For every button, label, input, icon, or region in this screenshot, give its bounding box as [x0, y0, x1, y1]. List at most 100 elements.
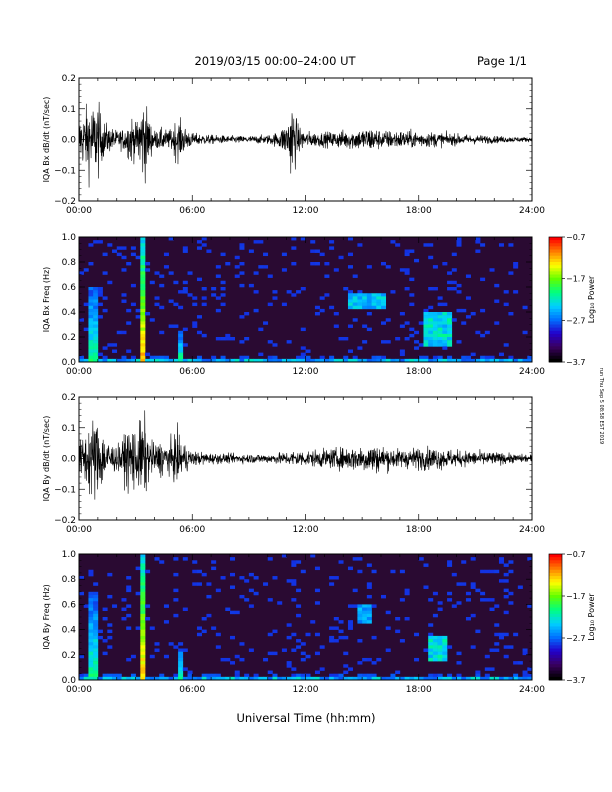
spectrogram-cell: [428, 243, 434, 247]
spectrogram-cell: [489, 667, 495, 671]
spectrogram-cell: [182, 648, 188, 652]
spectrogram-cell: [196, 355, 202, 360]
x-tick-label: 12:00: [293, 206, 319, 216]
spectrogram-cell: [263, 252, 269, 257]
colorbar-segment: [549, 664, 562, 668]
spectrogram-cell: [366, 613, 372, 618]
spectrogram-cell: [376, 305, 382, 310]
spectrogram-cell: [93, 651, 99, 656]
spectrogram-cell: [494, 604, 500, 608]
spectrogram-cell: [234, 670, 240, 674]
spectrogram-cell: [93, 287, 99, 291]
spectrogram-cell: [324, 358, 330, 363]
colorbar-frame: [548, 236, 563, 363]
spectrogram-cell: [83, 327, 89, 332]
spectrogram-cell: [93, 333, 99, 338]
colorbar-tick-label: −2.7: [566, 634, 585, 643]
spectrogram-cell: [239, 355, 245, 360]
spectrogram-cell: [140, 601, 146, 605]
spectrogram-cell: [333, 626, 339, 630]
spectrogram-cell: [338, 255, 344, 260]
spectrogram-cell: [140, 651, 146, 656]
x-tick-label: 18:00: [406, 525, 432, 535]
spectrogram-cell: [338, 629, 344, 634]
spectrogram-cell: [310, 676, 316, 681]
spectrogram-cell: [225, 337, 231, 341]
spectrogram-cell: [305, 654, 311, 659]
spectrogram-cell: [432, 673, 438, 678]
spectrogram-cell: [470, 582, 476, 586]
spectrogram-cell: [357, 617, 363, 621]
spectrogram-background: [79, 237, 532, 362]
spectrogram-cell: [196, 315, 202, 319]
spectrogram-cell: [201, 676, 207, 681]
spectrogram-cell: [447, 327, 453, 332]
spectrogram-cell: [93, 642, 99, 646]
run-timestamp-note: run Thu Sep 5 08:58 EST 2019: [598, 368, 604, 444]
spectrogram-cell: [399, 676, 405, 681]
spectrogram-cell: [503, 588, 509, 593]
spectrogram-cell: [88, 290, 94, 294]
spectrogram-cell: [366, 302, 372, 307]
spectrogram-cell: [296, 613, 302, 618]
spectrogram-cell: [498, 579, 504, 583]
spectrogram-cell: [140, 554, 146, 558]
spectrogram-cell: [333, 312, 339, 316]
spectrogram-cell: [163, 252, 169, 257]
spectrogram-cell: [456, 673, 462, 678]
spectrogram-cell: [93, 676, 99, 681]
spectrogram-cell: [314, 676, 320, 681]
spectrogram-cell: [399, 349, 405, 353]
spectrogram-cell: [178, 667, 184, 671]
spectrogram-cell: [437, 642, 443, 646]
spectrogram-cell: [508, 569, 514, 574]
spectrogram-cell: [140, 333, 146, 338]
spectrogram-cell: [381, 296, 387, 300]
spectrogram-cell: [182, 343, 188, 347]
spectrogram-cell: [442, 302, 448, 307]
spectrogram-cell: [508, 591, 514, 596]
spectrogram-cell: [187, 293, 193, 297]
spectrogram-cell: [196, 330, 202, 335]
spectrogram-cell: [126, 626, 132, 630]
spectrogram-cell: [93, 635, 99, 640]
spectrogram-cell: [517, 585, 523, 589]
spectrogram-cell: [447, 340, 453, 344]
spectrogram-cell: [451, 280, 457, 285]
colorbar-tick-label: −3.7: [566, 676, 585, 685]
spectrogram-cell: [357, 358, 363, 363]
spectrogram-cell: [107, 343, 113, 347]
spectrogram-cell: [173, 598, 179, 602]
colorbar-segment: [549, 315, 562, 319]
spectrogram-cell: [428, 642, 434, 646]
spectrogram-cell: [107, 635, 113, 640]
x-tick-label: 06:00: [179, 685, 205, 695]
spectrogram-cell: [362, 293, 368, 297]
spectrogram-cell: [140, 657, 146, 662]
spectrogram-cell: [163, 355, 169, 360]
spectrogram-cell: [451, 676, 457, 681]
spectrogram-cell: [357, 569, 363, 574]
spectrogram-cell: [93, 613, 99, 618]
spectrogram-cell: [201, 296, 207, 300]
spectrogram-cell: [230, 676, 236, 681]
colorbar-segment: [549, 629, 562, 634]
spectrogram-cell: [88, 604, 94, 608]
x-tick-label: 00:00: [66, 525, 92, 535]
spectrogram-cell: [418, 343, 424, 347]
spectrogram-cell: [140, 343, 146, 347]
spectrogram-cell: [126, 657, 132, 662]
spectrogram-cell: [239, 243, 245, 247]
spectrogram-cell: [88, 243, 94, 247]
spectrogram-cell: [267, 676, 273, 681]
spectrogram-cell: [352, 588, 358, 593]
spectrogram-cell: [305, 355, 311, 360]
spectrogram-cell: [314, 566, 320, 571]
spectrogram-cell: [442, 635, 448, 640]
spectrogram-cell: [357, 620, 363, 624]
colorbar-segment: [549, 296, 562, 300]
spectrogram-cell: [291, 246, 297, 250]
x-tick-label: 06:00: [179, 367, 205, 377]
spectrogram-cell: [97, 676, 103, 681]
spectrogram-cell: [88, 343, 94, 347]
